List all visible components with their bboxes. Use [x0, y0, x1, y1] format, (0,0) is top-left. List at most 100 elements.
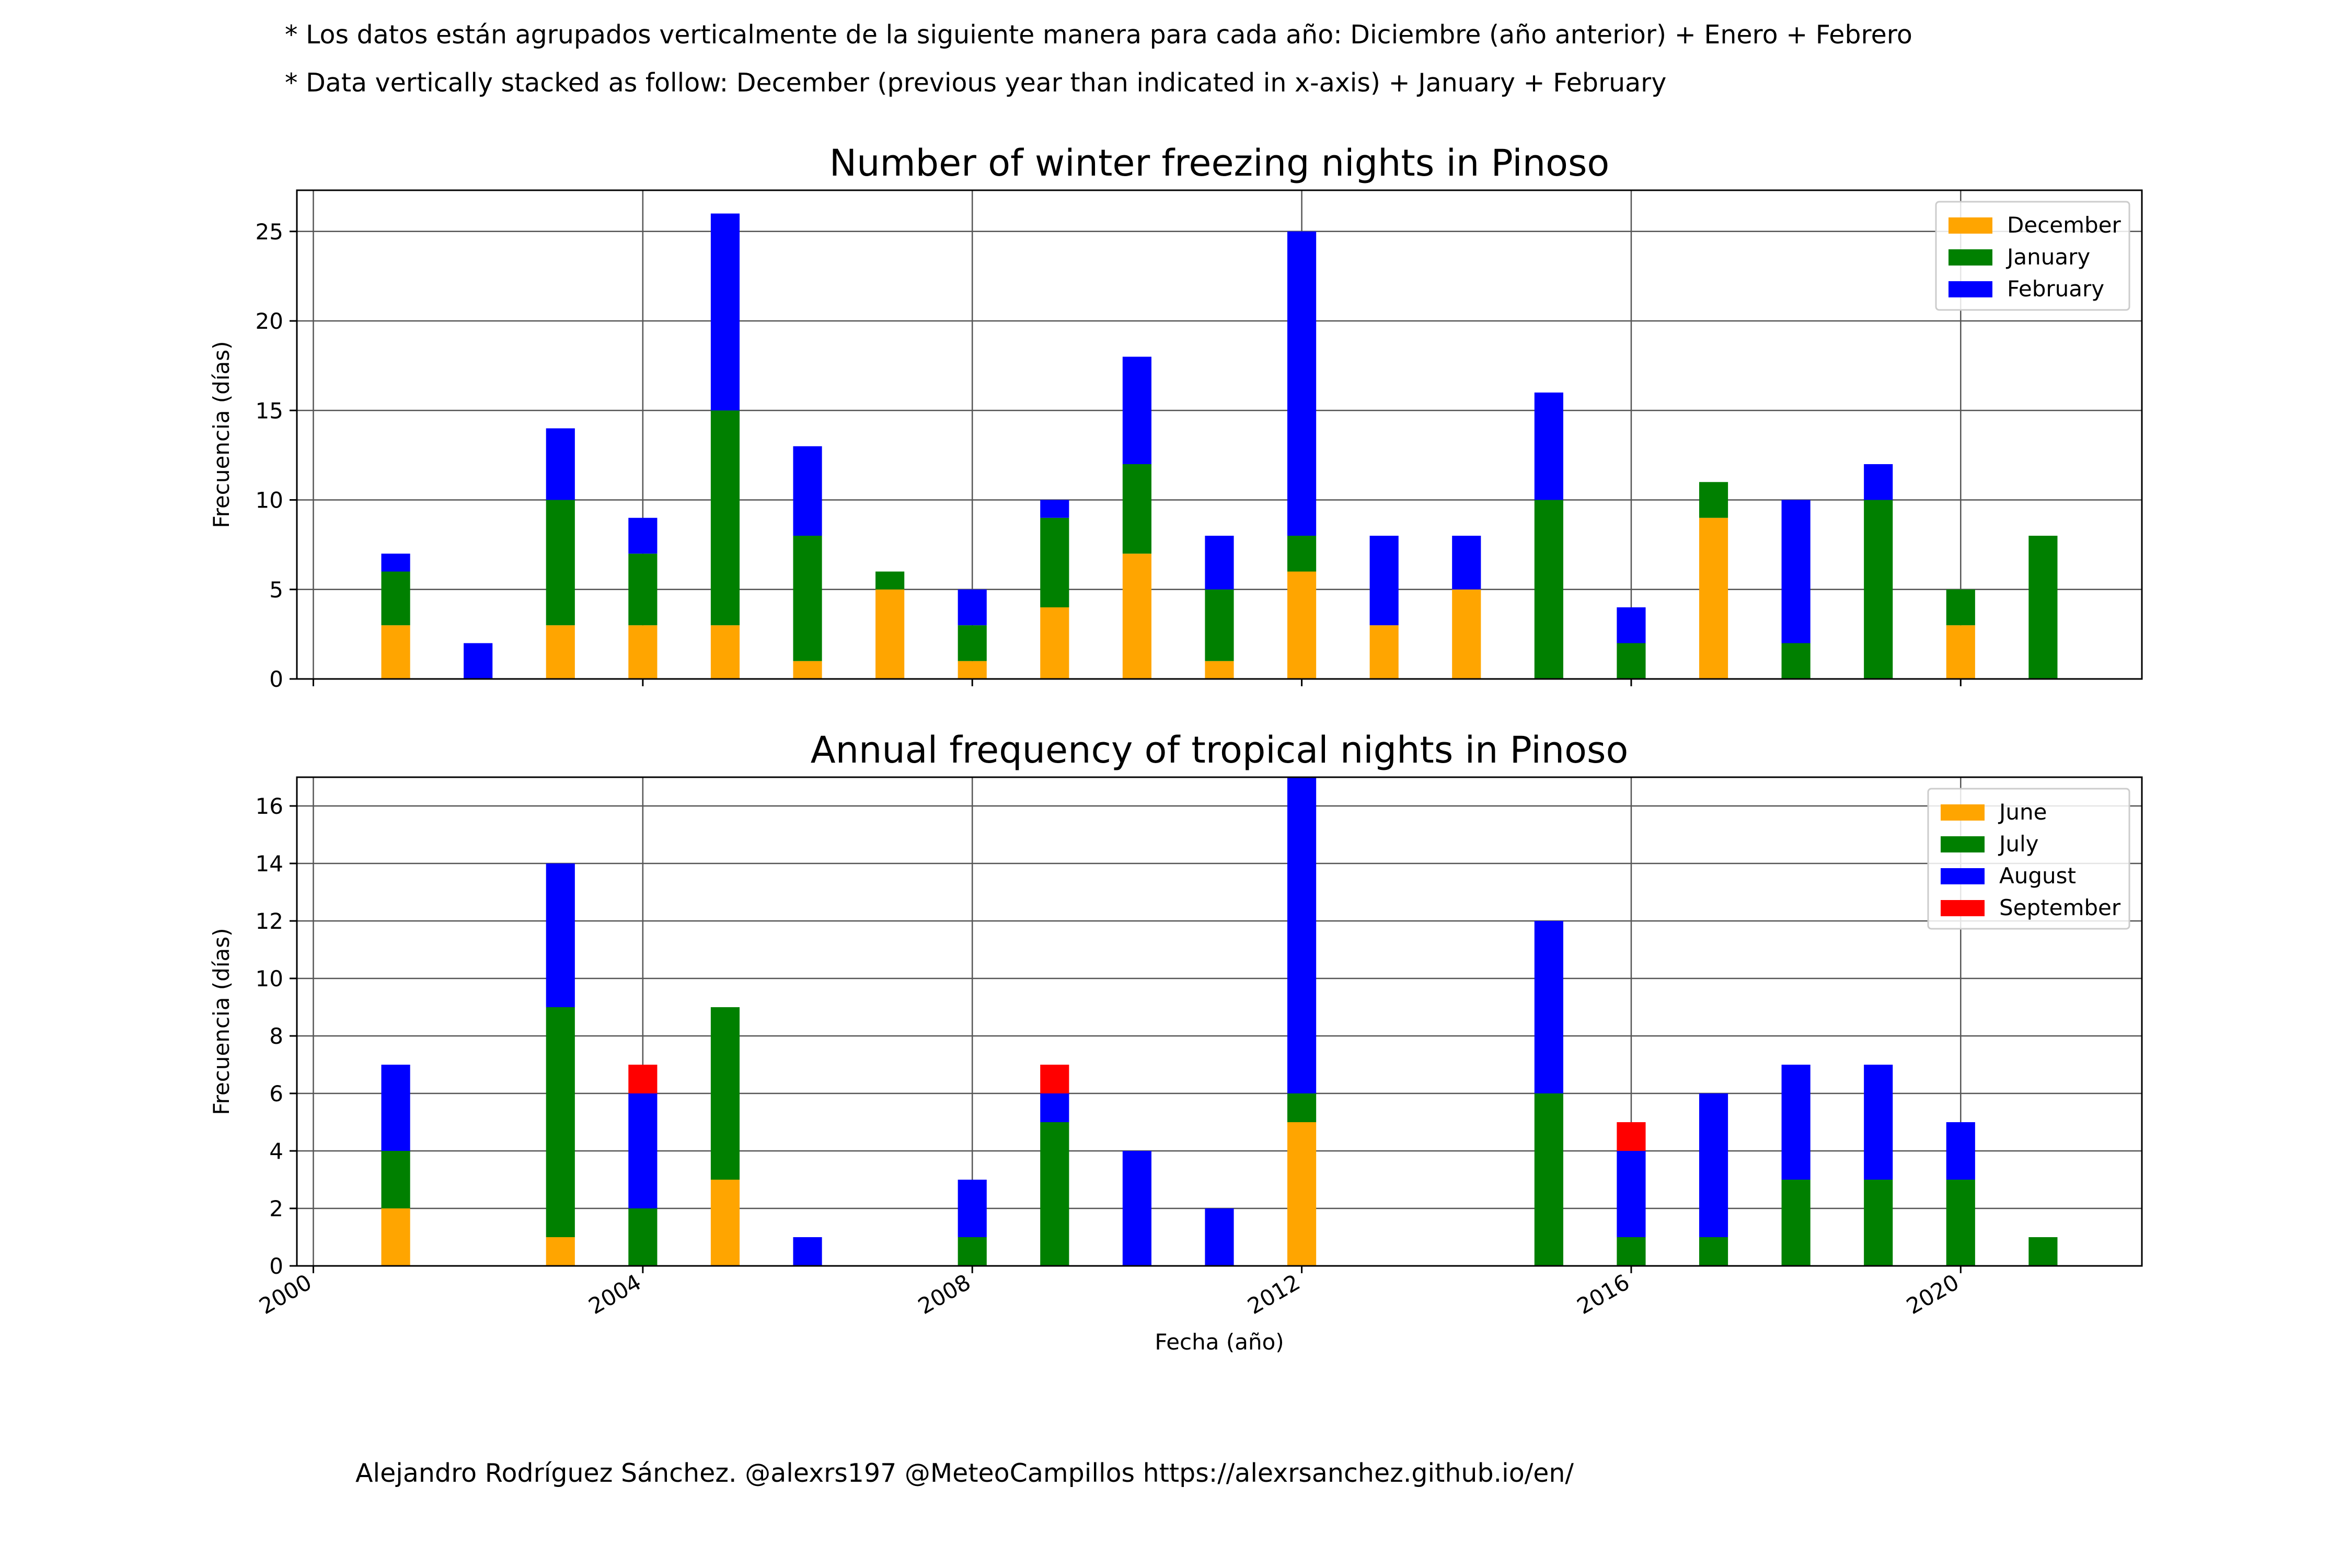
bar-august — [1534, 921, 1563, 1093]
legend: June July August September — [1927, 788, 2130, 930]
y-tick-label: 16 — [256, 793, 283, 819]
bar-january — [793, 536, 822, 661]
bar-july — [628, 1208, 658, 1266]
axes-frame — [296, 776, 2143, 1267]
bar-july — [958, 1237, 987, 1266]
bar-january — [628, 554, 658, 626]
legend-label-august: August — [1999, 863, 2076, 889]
bar-july — [1864, 1180, 1893, 1266]
bar-december — [1699, 517, 1728, 679]
bar-january — [1205, 589, 1234, 661]
bar-december — [1122, 554, 1151, 679]
bar-january — [875, 571, 905, 590]
bar-january — [1534, 500, 1563, 679]
legend-label-february: February — [2007, 276, 2104, 302]
bar-january — [1699, 482, 1728, 518]
legend-label-september: September — [1999, 895, 2121, 920]
bar-january — [958, 625, 987, 661]
axes-frame — [296, 189, 2143, 680]
bar-july — [1617, 1237, 1646, 1266]
bar-january — [2028, 536, 2058, 679]
bar-august — [1617, 1151, 1646, 1237]
bar-february — [1205, 536, 1234, 590]
bar-february — [1781, 500, 1811, 643]
y-tick-label: 0 — [269, 1253, 283, 1279]
bar-december — [1287, 571, 1317, 679]
bar-december — [1205, 661, 1234, 679]
bar-december — [710, 625, 740, 679]
bar-august — [1122, 1151, 1151, 1266]
bar-august — [1699, 1093, 1728, 1237]
bar-august — [381, 1065, 410, 1151]
bar-february — [1864, 464, 1893, 500]
y-tick-label: 2 — [269, 1196, 283, 1221]
y-tick-label: 15 — [256, 398, 283, 423]
legend-swatch-january — [1949, 249, 1992, 266]
note-spanish: * Los datos están agrupados verticalment… — [285, 20, 1912, 50]
bar-december — [793, 661, 822, 679]
chart-title: Annual frequency of tropical nights in P… — [811, 729, 1629, 771]
x-tick-label: 2008 — [914, 1269, 975, 1319]
bar-june — [1287, 1122, 1317, 1266]
y-tick-label: 0 — [269, 666, 283, 692]
y-tick-label: 10 — [256, 966, 283, 991]
x-tick-label: 2020 — [1902, 1269, 1963, 1319]
legend: December January February — [1935, 201, 2130, 311]
bar-december — [1452, 589, 1481, 679]
bar-february — [710, 213, 740, 411]
bar-february — [1122, 356, 1151, 465]
bar-july — [381, 1151, 410, 1208]
bar-august — [1781, 1065, 1811, 1180]
x-axis-label: Fecha (año) — [1155, 1329, 1284, 1355]
legend-swatch-february — [1949, 281, 1992, 297]
bar-august — [546, 863, 575, 1007]
bar-august — [1040, 1093, 1069, 1122]
bar-july — [1699, 1237, 1728, 1266]
bar-december — [1040, 607, 1069, 679]
bar-january — [1781, 643, 1811, 679]
x-tick-label: 2004 — [584, 1269, 645, 1319]
bar-january — [710, 410, 740, 626]
bar-july — [546, 1007, 575, 1237]
y-tick-label: 8 — [269, 1023, 283, 1049]
bar-february — [1534, 393, 1563, 500]
bar-september — [1617, 1122, 1646, 1151]
x-tick-label: 2016 — [1573, 1269, 1634, 1319]
bar-january — [381, 571, 410, 626]
y-axis-label: Frecuencia (días) — [209, 928, 234, 1115]
legend-label-june: June — [1998, 799, 2047, 825]
y-tick-label: 25 — [256, 219, 283, 245]
legend-label-december: December — [2007, 212, 2122, 238]
bar-january — [1122, 464, 1151, 554]
author-credit: Alejandro Rodríguez Sánchez. @alexrs197 … — [355, 1458, 1574, 1488]
y-tick-label: 14 — [256, 851, 283, 877]
bar-june — [546, 1237, 575, 1266]
freezing-nights-chart: 0 5 10 15 20 25 Number of winter freezing nigh… — [209, 142, 2143, 692]
bar-august — [1946, 1122, 1975, 1180]
y-tick-label: 5 — [269, 577, 283, 603]
bar-september — [628, 1065, 658, 1093]
bar-december — [546, 625, 575, 679]
note-english: * Data vertically stacked as follow: Dec… — [285, 68, 1667, 98]
y-tick-label: 12 — [256, 908, 283, 934]
bar-june — [710, 1180, 740, 1266]
legend-swatch-august — [1941, 868, 1985, 884]
y-tick-label: 20 — [256, 308, 283, 334]
bar-february — [1040, 500, 1069, 518]
bar-june — [381, 1208, 410, 1266]
legend-swatch-june — [1941, 804, 1985, 821]
tropical-nights-chart: 0 2 4 6 8 10 12 14 16 2000 2004 2008 2012 2016 2020 Ann… — [209, 729, 2143, 1355]
bar-august — [1864, 1065, 1893, 1180]
bar-august — [793, 1237, 822, 1266]
bar-february — [1452, 536, 1481, 590]
bar-february — [546, 428, 575, 500]
y-tick-label: 4 — [269, 1138, 283, 1164]
bar-december — [1369, 625, 1399, 679]
bar-february — [793, 446, 822, 536]
x-tick-label: 2012 — [1243, 1269, 1305, 1319]
bar-february — [958, 589, 987, 626]
bar-january — [546, 500, 575, 626]
chart-title: Number of winter freezing nights in Pino… — [829, 142, 1610, 185]
x-tick-label: 2000 — [255, 1269, 316, 1319]
